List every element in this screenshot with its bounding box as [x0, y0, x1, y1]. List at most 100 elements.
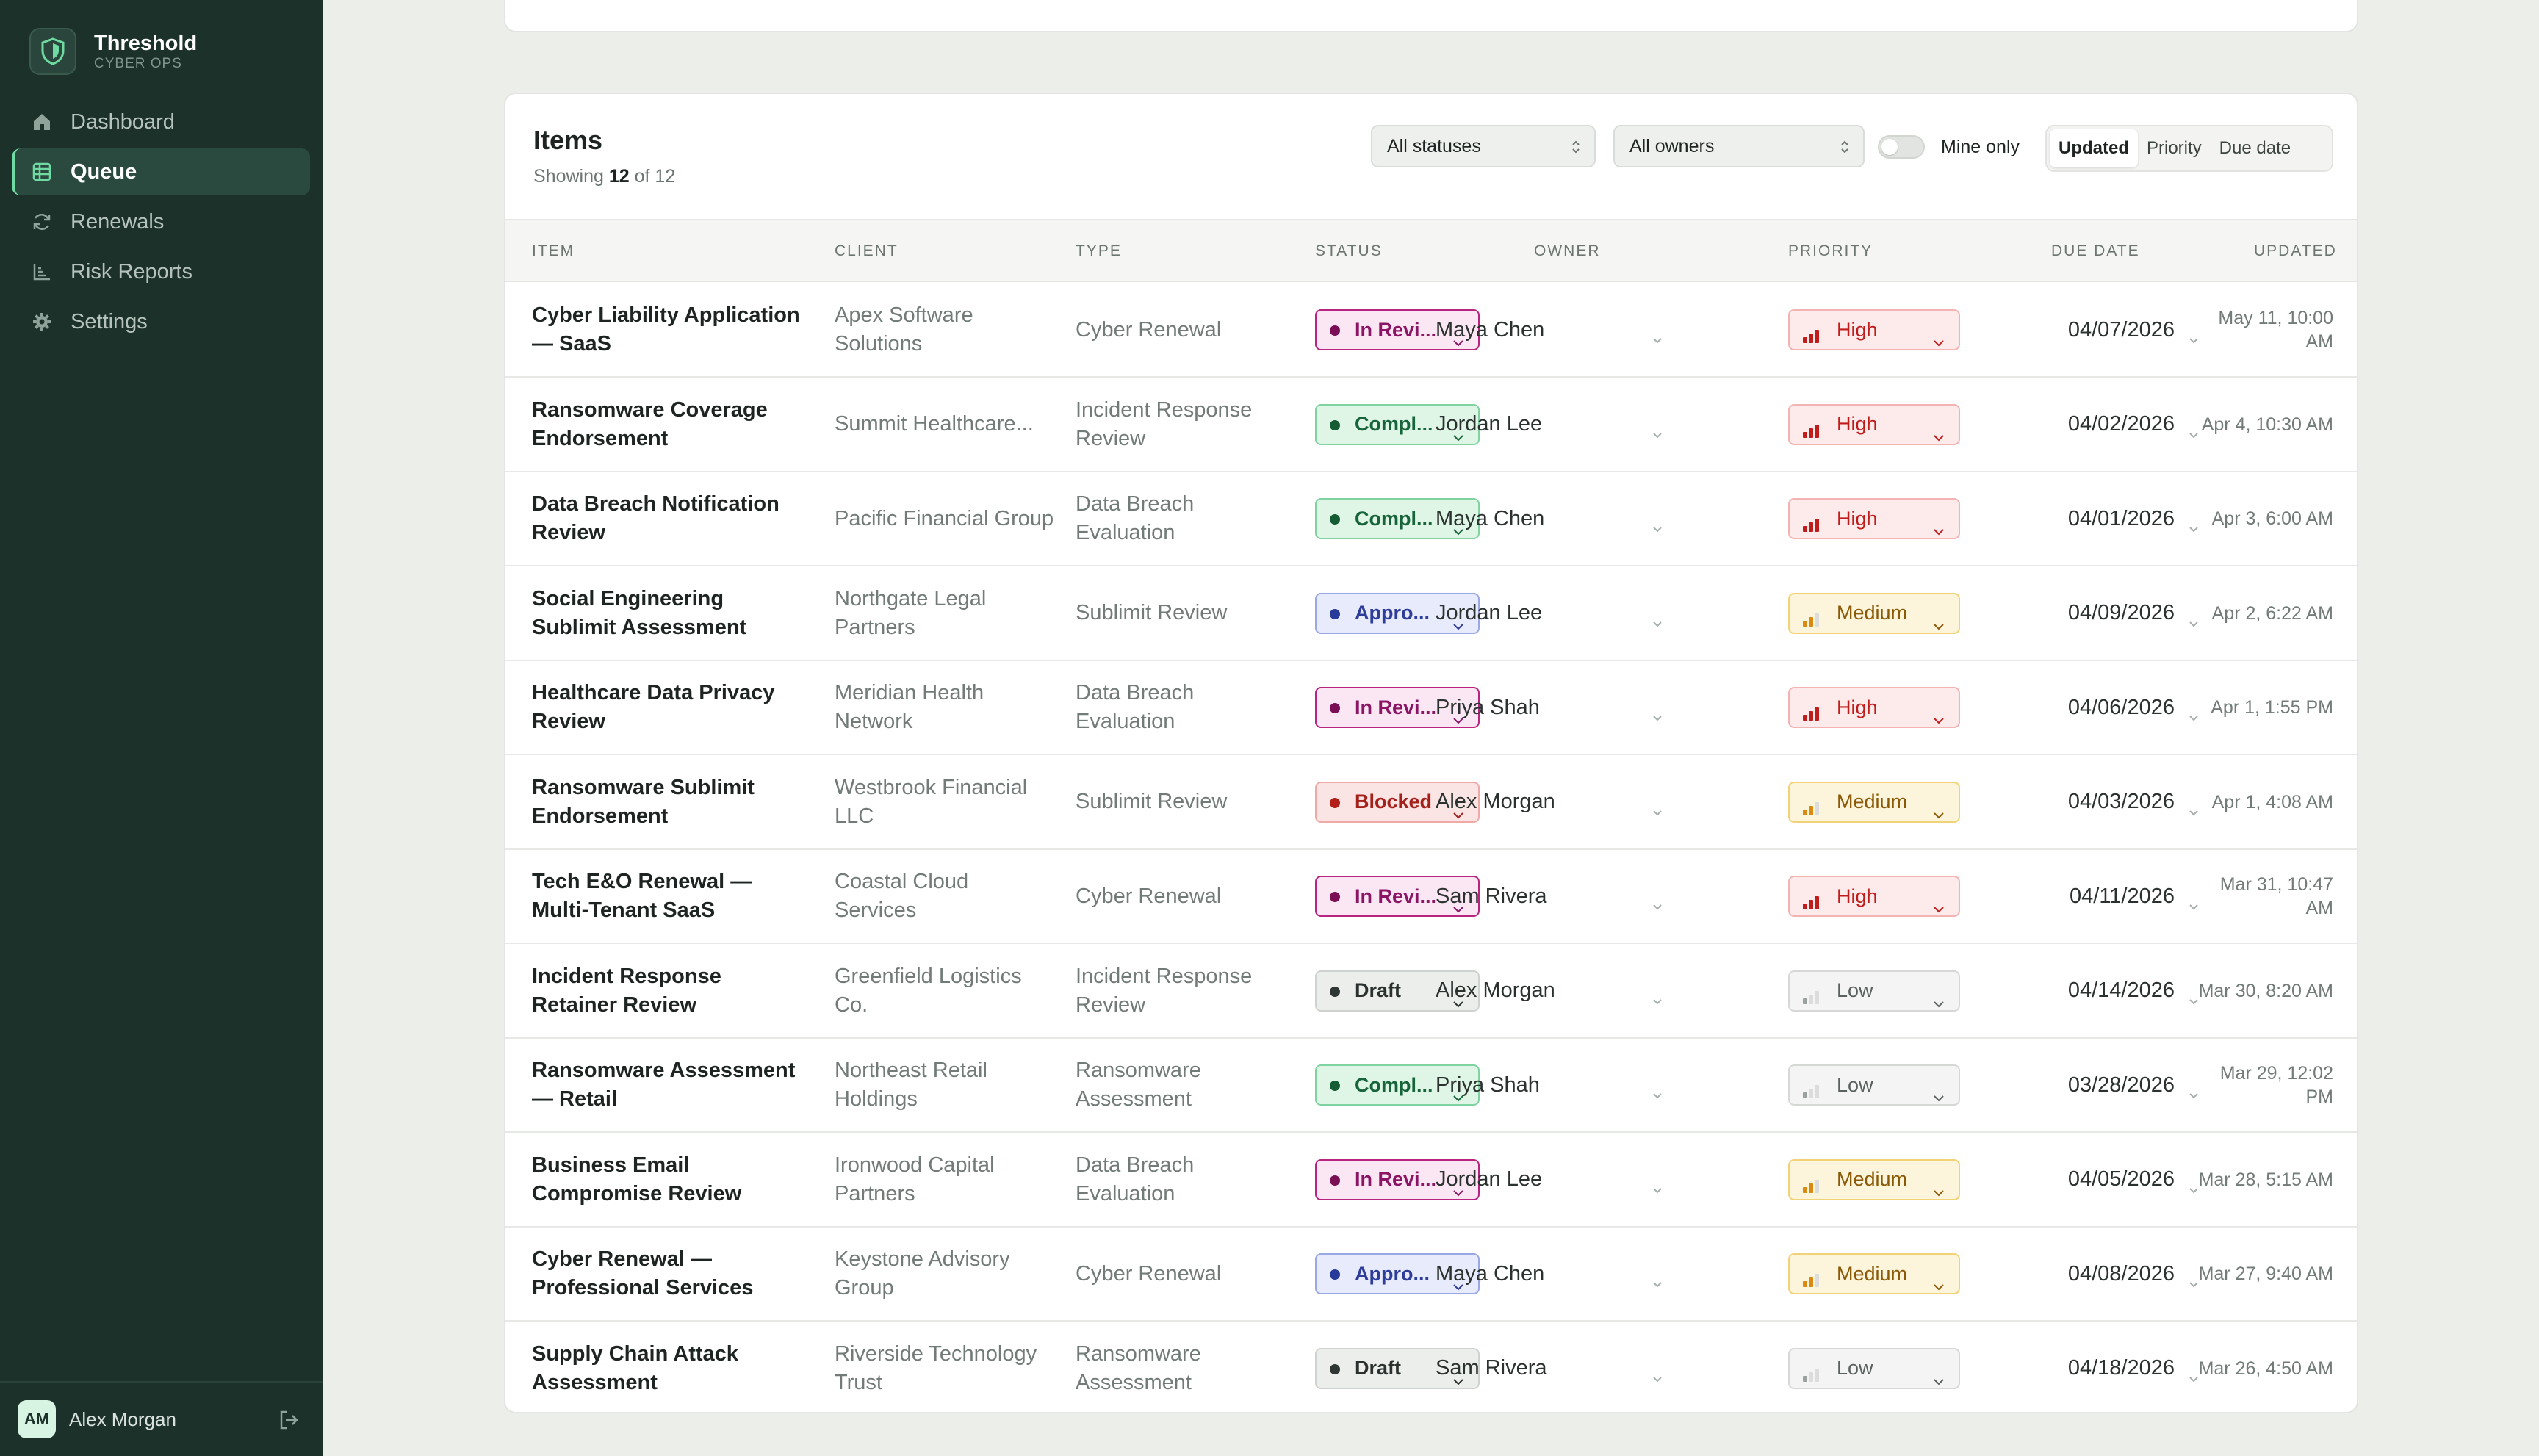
priority-select[interactable]: Low [1788, 1347, 1960, 1389]
owner-select[interactable]: Maya Chen [1408, 472, 1662, 565]
column-header-owner[interactable]: Owner [1534, 242, 1601, 259]
column-header-item[interactable]: Item [532, 242, 575, 259]
item-name[interactable]: Business Email Compromise Review [532, 1153, 742, 1205]
due-date-input[interactable]: 04/14/2026 [1998, 945, 2198, 1037]
column-header-updated[interactable]: Updated [2254, 242, 2337, 259]
owner-select[interactable]: Maya Chen [1408, 1228, 1662, 1320]
table-row[interactable]: Tech E&O Renewal — Multi-Tenant SaaS Coas… [505, 850, 2357, 944]
table-row[interactable]: Ransomware Assessment — Retail Northeast … [505, 1039, 2357, 1133]
chevron-down-icon [2188, 1269, 2200, 1288]
due-date-input[interactable]: 04/07/2026 [1998, 284, 2198, 376]
item-name[interactable]: Ransomware Sublimit Endorsement [532, 775, 755, 828]
owner-select[interactable]: Alex Morgan [1408, 945, 1662, 1037]
owner-select[interactable]: Sam Rivera [1408, 850, 1662, 943]
item-name[interactable]: Supply Chain Attack Assessment [532, 1341, 738, 1394]
due-date-input[interactable]: 04/08/2026 [1998, 1228, 2198, 1320]
status-select[interactable]: Appro... [1315, 1253, 1480, 1294]
mine-only-toggle[interactable] [1878, 135, 1925, 159]
table-row[interactable]: Cyber Liability Application — SaaS Apex S… [505, 284, 2357, 378]
sort-priority-button[interactable]: Priority [2147, 138, 2202, 158]
table-row[interactable]: Incident Response Retainer Review Greenfi… [505, 945, 2357, 1039]
signal-bars-icon [1801, 984, 1822, 1004]
column-header-status[interactable]: Status [1315, 242, 1383, 259]
item-name[interactable]: Tech E&O Renewal — Multi-Tenant SaaS [532, 870, 752, 922]
item-name[interactable]: Incident Response Retainer Review [532, 964, 721, 1017]
owner-select[interactable]: Jordan Lee [1408, 1134, 1662, 1226]
priority-select[interactable]: Medium [1788, 1158, 1960, 1200]
status-select[interactable]: Compl... [1315, 498, 1480, 539]
status-select[interactable]: Draft [1315, 1347, 1480, 1389]
due-date-input[interactable]: 04/03/2026 [1998, 756, 2198, 848]
table-row[interactable]: Healthcare Data Privacy Review Meridian H… [505, 661, 2357, 755]
table-row[interactable]: Supply Chain Attack Assessment Riverside … [505, 1322, 2357, 1413]
logout-icon[interactable] [278, 1409, 300, 1431]
status-select[interactable]: In Revi... [1315, 687, 1480, 728]
status-select[interactable]: Blocked [1315, 781, 1480, 823]
updated-time: Mar 31, 10:47 AM [2219, 874, 2333, 918]
status-filter-select[interactable]: All statuses [1371, 125, 1596, 167]
status-select[interactable]: Compl... [1315, 1064, 1480, 1106]
column-header-type[interactable]: Type [1076, 242, 1122, 259]
item-name[interactable]: Social Engineering Sublimit Assessment [532, 586, 747, 639]
item-name[interactable]: Ransomware Assessment — Retail [532, 1059, 796, 1111]
table-row[interactable]: Business Email Compromise Review Ironwood… [505, 1134, 2357, 1228]
column-header-due-date[interactable]: Due date [2051, 242, 2140, 259]
table-row[interactable]: Cyber Renewal — Professional Services Key… [505, 1228, 2357, 1322]
sidebar-item-queue[interactable]: Queue [12, 148, 310, 195]
owner-select[interactable]: Sam Rivera [1408, 1322, 1662, 1413]
avatar[interactable]: AM [18, 1400, 56, 1438]
table-row[interactable]: Data Breach Notification Review Pacific F… [505, 472, 2357, 566]
due-date-input[interactable]: 04/01/2026 [1998, 472, 2198, 565]
column-header-client[interactable]: Client [835, 242, 898, 259]
due-date-input[interactable]: 03/28/2026 [1998, 1039, 2198, 1131]
priority-select[interactable]: High [1788, 403, 1960, 445]
priority-select[interactable]: Low [1788, 1064, 1960, 1106]
due-date-input[interactable]: 04/09/2026 [1998, 567, 2198, 660]
owner-select[interactable]: Alex Morgan [1408, 756, 1662, 848]
status-select[interactable]: Compl... [1315, 403, 1480, 445]
item-name[interactable]: Ransomware Coverage Endorsement [532, 397, 768, 450]
owner-select[interactable]: Maya Chen [1408, 284, 1662, 376]
table-row[interactable]: Ransomware Coverage Endorsement Summit He… [505, 378, 2357, 472]
due-date-input[interactable]: 04/02/2026 [1998, 378, 2198, 471]
item-name[interactable]: Healthcare Data Privacy Review [532, 681, 775, 733]
priority-select[interactable]: High [1788, 876, 1960, 917]
status-select[interactable]: In Revi... [1315, 876, 1480, 917]
priority-select[interactable]: Medium [1788, 1253, 1960, 1294]
chevron-down-icon [1932, 422, 1945, 441]
status-select[interactable]: Appro... [1315, 592, 1480, 634]
priority-select[interactable]: High [1788, 687, 1960, 728]
owner-select[interactable]: Priya Shah [1408, 1039, 1662, 1131]
priority-select[interactable]: Medium [1788, 781, 1960, 823]
status-select[interactable]: In Revi... [1315, 309, 1480, 350]
brand[interactable]: Threshold CYBER OPS [29, 28, 197, 75]
priority-select[interactable]: High [1788, 498, 1960, 539]
sidebar-item-settings[interactable]: Settings [12, 298, 310, 345]
sort-updated-button[interactable]: Updated [2050, 129, 2138, 167]
table-row[interactable]: Ransomware Sublimit Endorsement Westbrook… [505, 756, 2357, 850]
brand-subtitle: CYBER OPS [94, 56, 182, 71]
sort-due-date-button[interactable]: Due date [2219, 138, 2291, 158]
sidebar-item-risk-reports[interactable]: Risk Reports [12, 248, 310, 295]
due-date-input[interactable]: 04/05/2026 [1998, 1134, 2198, 1226]
priority-select[interactable]: High [1788, 309, 1960, 350]
due-date-input[interactable]: 04/06/2026 [1998, 661, 2198, 754]
item-name[interactable]: Cyber Liability Application — SaaS [532, 303, 800, 356]
status-label: Appro... [1355, 1262, 1430, 1285]
owner-select[interactable]: Jordan Lee [1408, 378, 1662, 471]
due-date-input[interactable]: 04/11/2026 [1998, 850, 2198, 943]
owner-select[interactable]: Jordan Lee [1408, 567, 1662, 660]
priority-select[interactable]: Medium [1788, 592, 1960, 634]
column-header-priority[interactable]: Priority [1788, 242, 1873, 259]
status-select[interactable]: Draft [1315, 970, 1480, 1012]
item-name[interactable]: Data Breach Notification Review [532, 492, 779, 544]
table-row[interactable]: Social Engineering Sublimit Assessment No… [505, 567, 2357, 661]
item-name[interactable]: Cyber Renewal — Professional Services [532, 1247, 754, 1300]
owner-select[interactable]: Priya Shah [1408, 661, 1662, 754]
owner-filter-select[interactable]: All owners [1613, 125, 1865, 167]
sidebar-item-renewals[interactable]: Renewals [12, 198, 310, 245]
priority-select[interactable]: Low [1788, 970, 1960, 1012]
status-select[interactable]: In Revi... [1315, 1158, 1480, 1200]
sidebar-item-dashboard[interactable]: Dashboard [12, 98, 310, 145]
due-date-input[interactable]: 04/18/2026 [1998, 1322, 2198, 1413]
